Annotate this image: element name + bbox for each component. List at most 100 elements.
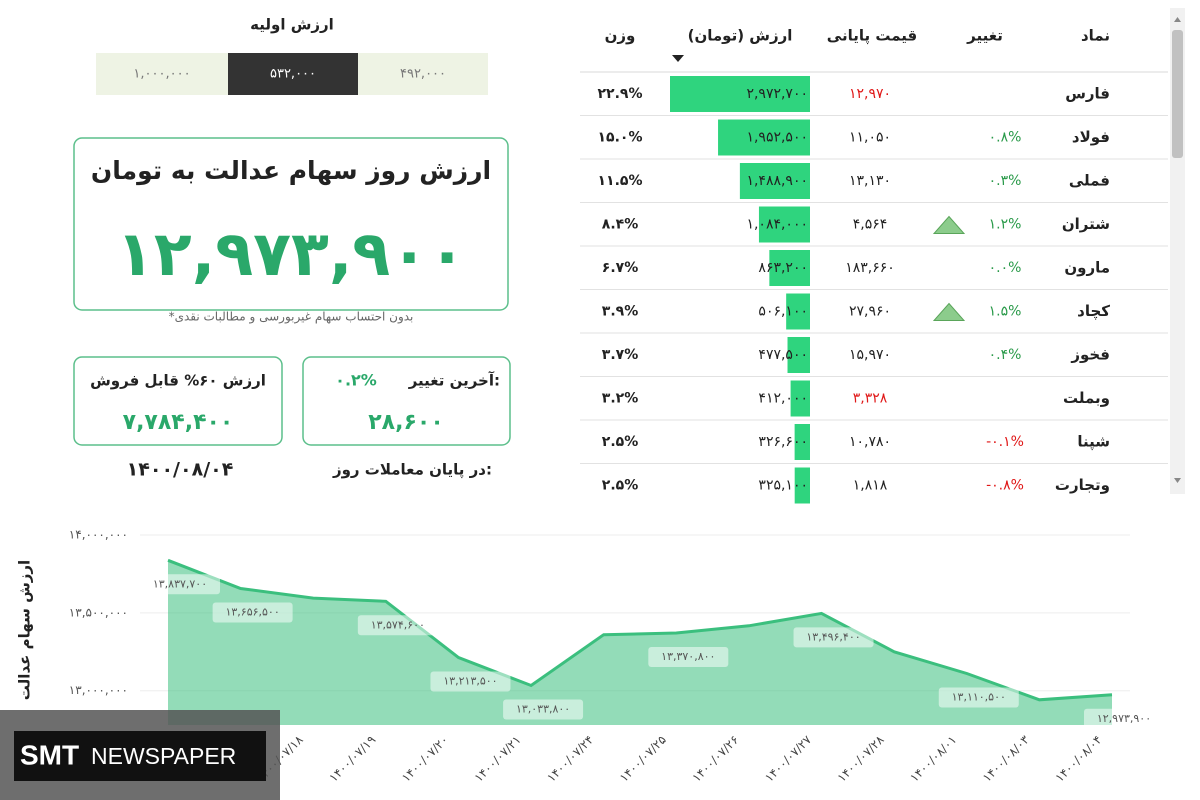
x-tick-label: ۱۴۰۰/۰۷/۲۰ — [399, 733, 451, 785]
price: ۱۱,۰۵۰ — [849, 130, 891, 146]
price: ۱۰,۷۸۰ — [849, 434, 891, 450]
change: ۰.۳% — [989, 173, 1022, 189]
weight: ۱۵.۰% — [598, 130, 643, 146]
scroll-down[interactable] — [1174, 478, 1181, 483]
end-of-day-date: ۱۴۰۰/۰۸/۰۴ — [127, 459, 234, 481]
x-tick-label: ۱۴۰۰/۰۷/۲۴ — [544, 733, 596, 785]
symbol: وتجارت — [1055, 476, 1110, 494]
line — [167, 558, 1113, 702]
x-tick-label: ۱۴۰۰/۰۸/۰۴ — [1053, 733, 1105, 785]
symbol: شتران — [1062, 215, 1110, 233]
option-button[interactable] — [228, 53, 358, 95]
value-label: ۱۳,۰۳۳,۸۰۰ — [516, 702, 570, 715]
value-label-bg — [430, 671, 511, 692]
sort-arrow[interactable] — [672, 55, 684, 62]
last-change-box — [302, 356, 511, 446]
weight: ۸.۴% — [602, 217, 638, 233]
price: ۲۷,۹۶۰ — [849, 304, 891, 320]
y-axis-title: ارزش سهام عدالت — [16, 560, 34, 700]
last-change-value: ۲۸,۶۰۰ — [368, 410, 444, 435]
value-bar — [790, 380, 810, 417]
x-tick-label: ۱۴۰۰/۰۸/۰۳ — [980, 732, 1032, 784]
change: ۱.۵% — [989, 304, 1022, 320]
x-tick-label: ۱۴۰۰/۰۷/۲۶ — [689, 733, 741, 785]
weight: ۶.۷% — [602, 260, 638, 276]
watermark-text: NEWSPAPER — [91, 743, 236, 769]
x-tick-label: ۱۴۰۰/۰۷/۲۸ — [835, 732, 887, 784]
last-change-label: آخرین تغییر: — [408, 372, 500, 390]
value-label-bg — [648, 646, 729, 667]
option-label[interactable]: ۴۹۲,۰۰۰ — [400, 67, 446, 82]
change: ۰.۴% — [989, 347, 1022, 363]
watermark-text: SMT — [20, 739, 79, 770]
symbol: فخوز — [1070, 346, 1110, 364]
price: ۱۲,۹۷۰ — [849, 86, 891, 102]
value: ۳۲۶,۶۰۰ — [758, 434, 808, 450]
value-label: ۱۳,۲۱۳,۵۰۰ — [443, 674, 497, 687]
symbol: کچاد — [1077, 302, 1110, 321]
value: ۱,۴۸۸,۹۰۰ — [746, 173, 808, 189]
symbol: فارس — [1065, 85, 1110, 103]
value: ۱,۰۸۴,۰۰۰ — [746, 217, 808, 233]
value-bar — [794, 424, 810, 460]
column-header: تغییر — [966, 27, 1003, 45]
last-change-percent: ۰.۲% — [335, 371, 377, 390]
price: ۱۸۳,۶۶۰ — [845, 260, 895, 276]
value: ۴۷۷,۵۰۰ — [758, 347, 808, 363]
option-button[interactable] — [96, 53, 228, 95]
value-label-bg — [503, 699, 584, 720]
weight: ۳.۲% — [602, 391, 638, 407]
column-header: وزن — [605, 27, 636, 45]
value: ۳۲۵,۱۰۰ — [758, 478, 808, 494]
change: -۰.۱% — [986, 434, 1024, 450]
change: ۰.۸% — [989, 130, 1022, 146]
column-header[interactable]: ارزش (تومان) — [688, 27, 793, 45]
sellable-box — [73, 356, 283, 446]
symbol: فولاد — [1072, 128, 1110, 146]
sellable-value: ۷,۷۸۴,۴۰۰ — [123, 410, 234, 435]
scroll-up[interactable] — [1174, 17, 1181, 22]
price: ۴,۵۶۴ — [853, 217, 888, 233]
symbol: شپنا — [1077, 433, 1110, 452]
y-tick-label: ۱۳,۵۰۰,۰۰۰ — [69, 605, 128, 619]
symbol: فملی — [1069, 172, 1110, 190]
change: -۰.۸% — [986, 478, 1024, 494]
scroll-thumb[interactable] — [1172, 30, 1183, 158]
change: ۱.۲% — [989, 217, 1022, 233]
value-label-bg — [793, 627, 874, 648]
weight: ۱۱.۵% — [598, 173, 643, 189]
value: ۸۶۳,۲۰۰ — [758, 260, 808, 276]
value-label-bg — [938, 687, 1019, 708]
up-arrow — [932, 215, 966, 234]
option-button[interactable] — [358, 53, 488, 95]
x-tick-label: ۱۴۰۰/۰۷/۲۷ — [762, 732, 814, 784]
option-label[interactable]: ۱,۰۰۰,۰۰۰ — [133, 67, 190, 82]
watermark-box — [14, 731, 266, 781]
option-label[interactable]: ۵۳۲,۰۰۰ — [270, 67, 316, 82]
weight: ۳.۷% — [602, 347, 638, 363]
price: ۱۳,۱۳۰ — [849, 173, 891, 189]
value-bar — [787, 337, 810, 373]
value-bar — [794, 467, 810, 504]
up-arrow — [932, 302, 966, 321]
value-label-bg — [140, 574, 220, 595]
value-label: ۱۳,۴۹۶,۴۰۰ — [806, 630, 860, 643]
weight: ۲.۵% — [602, 434, 638, 450]
y-tick-label: ۱۳,۰۰۰,۰۰۰ — [69, 683, 128, 697]
value-label: ۱۳,۶۵۶,۵۰۰ — [225, 605, 279, 618]
value-label-bg — [1084, 708, 1164, 729]
summary-box — [73, 137, 509, 311]
column-header: قیمت پایانی — [827, 27, 917, 46]
value-bar — [718, 119, 810, 156]
end-of-day-label: در پایان معاملات روز: — [332, 461, 492, 480]
value-bar — [758, 206, 810, 243]
summary-title: ارزش روز سهام عدالت به تومان — [91, 156, 491, 186]
area — [168, 560, 1112, 725]
price: ۱,۸۱۸ — [853, 478, 888, 494]
value: ۲,۹۷۲,۷۰۰ — [746, 86, 808, 102]
weight: ۳.۹% — [602, 304, 638, 320]
value: ۱,۹۵۲,۵۰۰ — [746, 130, 808, 146]
value-bar — [769, 250, 810, 286]
initial-value-title: ارزش اولیه — [250, 16, 334, 34]
